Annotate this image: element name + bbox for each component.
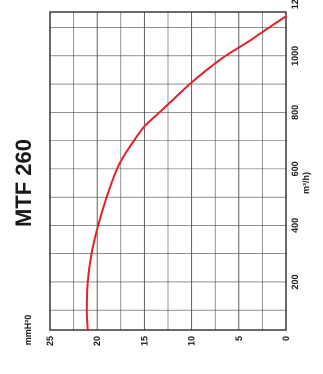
y-axis-label: mmH²0 [23, 315, 33, 346]
y-tick-label: 15 [139, 336, 149, 346]
x-tick-label: 1200 [290, 0, 300, 9]
x-tick-label: 200 [290, 274, 300, 289]
x-axis-label: m³/h) [301, 172, 311, 194]
y-tick-label: 20 [92, 336, 102, 346]
x-tick-label: 800 [290, 105, 300, 120]
chart-title: MTF 260 [11, 139, 36, 227]
y-tick-label: 5 [234, 336, 244, 341]
series-line [85, 15, 287, 331]
y-tick-label: 0 [281, 336, 291, 341]
y-tick-label: 10 [187, 336, 197, 346]
x-tick-label: 400 [290, 218, 300, 233]
y-tick-label: 25 [45, 336, 55, 346]
x-tick-label: 1000 [290, 46, 300, 66]
x-tick-label: 600 [290, 161, 300, 176]
plot-frame [49, 11, 287, 331]
